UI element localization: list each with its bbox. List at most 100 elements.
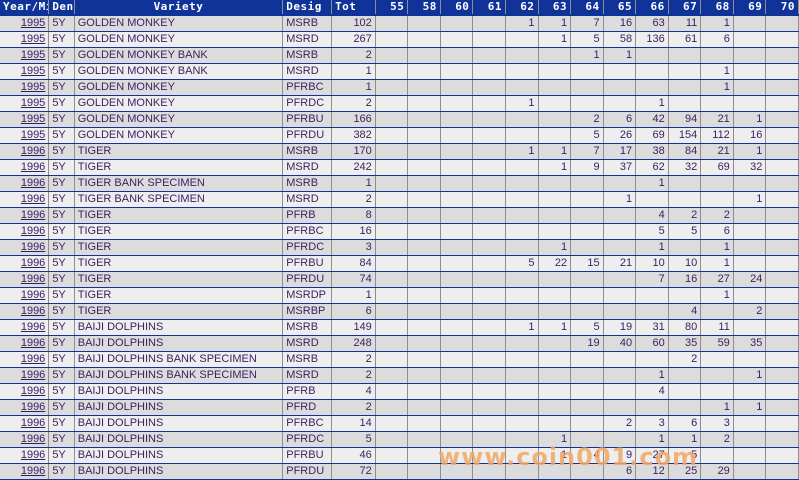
cell-year-mint[interactable]: 1996 [0, 223, 50, 240]
cell-year-mint[interactable]: 1996 [0, 431, 50, 448]
year-link[interactable]: 1995 [20, 17, 46, 29]
year-link[interactable]: 1996 [20, 401, 46, 413]
cell-variety: GOLDEN MONKEY BANK [74, 63, 284, 80]
year-link[interactable]: 1995 [20, 65, 46, 77]
cell-year-mint[interactable]: 1996 [0, 383, 50, 400]
cell-grade-63: 1 [538, 447, 572, 464]
cell-year-mint[interactable]: 1996 [0, 367, 50, 384]
cell-year-mint[interactable]: 1996 [0, 287, 50, 304]
cell-year-mint[interactable]: 1995 [0, 63, 50, 80]
column-header-grade-69[interactable]: 69 [733, 0, 767, 16]
cell-grade-60 [440, 191, 474, 208]
year-link[interactable]: 1995 [20, 49, 46, 61]
cell-year-mint[interactable]: 1995 [0, 14, 50, 32]
year-link[interactable]: 1996 [20, 337, 46, 349]
cell-year-mint[interactable]: 1996 [0, 303, 50, 320]
cell-grade-68: 1 [700, 14, 734, 32]
cell-year-mint[interactable]: 1995 [0, 31, 50, 48]
column-header-grade-65[interactable]: 65 [603, 0, 637, 16]
column-header-grade-62[interactable]: 62 [505, 0, 539, 16]
year-link[interactable]: 1995 [20, 129, 46, 141]
column-header-grade-55[interactable]: 55 [375, 0, 409, 16]
year-link[interactable]: 1995 [20, 113, 46, 125]
cell-grade-70 [765, 351, 799, 368]
cell-grade-69 [733, 463, 767, 480]
cell-grade-55 [375, 447, 409, 464]
year-link[interactable]: 1996 [20, 193, 46, 205]
year-link[interactable]: 1996 [20, 321, 46, 333]
year-link[interactable]: 1996 [20, 433, 46, 445]
cell-grade-70 [765, 303, 799, 320]
cell-year-mint[interactable]: 1995 [0, 111, 50, 128]
year-link[interactable]: 1996 [20, 257, 46, 269]
column-header-grade-64[interactable]: 64 [570, 0, 604, 16]
year-link[interactable]: 1996 [20, 289, 46, 301]
cell-year-mint[interactable]: 1995 [0, 79, 50, 96]
cell-grade-68: 1 [700, 63, 734, 80]
year-link[interactable]: 1996 [20, 177, 46, 189]
year-link[interactable]: 1996 [20, 161, 46, 173]
column-header-tot[interactable]: Tot [331, 0, 376, 16]
cell-grade-65: 40 [603, 335, 637, 352]
cell-year-mint[interactable]: 1996 [0, 319, 50, 336]
column-header-grade-66[interactable]: 66 [635, 0, 669, 16]
cell-year-mint[interactable]: 1996 [0, 143, 50, 160]
year-link[interactable]: 1996 [20, 145, 46, 157]
year-link[interactable]: 1996 [20, 305, 46, 317]
year-link[interactable]: 1996 [20, 209, 46, 221]
year-link[interactable]: 1995 [20, 81, 46, 93]
cell-grade-67: 61 [668, 31, 702, 48]
column-header-grade-58[interactable]: 58 [407, 0, 441, 16]
column-header-grade-70[interactable]: 70 [765, 0, 799, 16]
cell-year-mint[interactable]: 1996 [0, 399, 50, 416]
cell-grade-62 [505, 47, 539, 64]
cell-grade-62 [505, 463, 539, 480]
cell-year-mint[interactable]: 1996 [0, 335, 50, 352]
year-link[interactable]: 1996 [20, 225, 46, 237]
cell-year-mint[interactable]: 1996 [0, 463, 50, 480]
cell-year-mint[interactable]: 1996 [0, 447, 50, 464]
cell-year-mint[interactable]: 1996 [0, 175, 50, 192]
cell-grade-68: 2 [700, 207, 734, 224]
cell-year-mint[interactable]: 1996 [0, 271, 50, 288]
column-header-desig[interactable]: Desig [282, 0, 333, 16]
cell-year-mint[interactable]: 1995 [0, 95, 50, 112]
year-link[interactable]: 1996 [20, 273, 46, 285]
year-link[interactable]: 1996 [20, 369, 46, 381]
cell-grade-68: 3 [700, 415, 734, 432]
cell-year-mint[interactable]: 1995 [0, 47, 50, 64]
cell-year-mint[interactable]: 1996 [0, 191, 50, 208]
column-header-den[interactable]: Den [48, 0, 75, 16]
column-header-year-mint[interactable]: Year/Mint [0, 0, 50, 16]
column-header-grade-61[interactable]: 61 [472, 0, 506, 16]
cell-grade-58 [407, 95, 441, 112]
cell-year-mint[interactable]: 1996 [0, 207, 50, 224]
cell-year-mint[interactable]: 1996 [0, 255, 50, 272]
year-link[interactable]: 1996 [20, 449, 46, 461]
cell-grade-62 [505, 271, 539, 288]
cell-grade-67: 1 [668, 431, 702, 448]
cell-year-mint[interactable]: 1996 [0, 159, 50, 176]
cell-grade-61 [472, 111, 506, 128]
cell-desig: PFRDU [282, 271, 333, 288]
cell-year-mint[interactable]: 1996 [0, 415, 50, 432]
table-row: 1996 5Y TIGER PFRDU 74 7 16 27 24 [0, 271, 799, 288]
year-link[interactable]: 1996 [20, 465, 46, 477]
year-link[interactable]: 1996 [20, 385, 46, 397]
year-link[interactable]: 1995 [20, 33, 46, 45]
cell-grade-66 [635, 191, 669, 208]
column-header-grade-60[interactable]: 60 [440, 0, 474, 16]
cell-grade-58 [407, 351, 441, 368]
column-header-grade-63[interactable]: 63 [538, 0, 572, 16]
cell-year-mint[interactable]: 1996 [0, 351, 50, 368]
column-header-grade-68[interactable]: 68 [700, 0, 734, 16]
year-link[interactable]: 1996 [20, 417, 46, 429]
year-link[interactable]: 1995 [20, 97, 46, 109]
cell-tot: 3 [331, 239, 376, 256]
year-link[interactable]: 1996 [20, 241, 46, 253]
column-header-grade-67[interactable]: 67 [668, 0, 702, 16]
column-header-variety[interactable]: Variety [74, 0, 284, 16]
cell-year-mint[interactable]: 1996 [0, 239, 50, 256]
year-link[interactable]: 1996 [20, 353, 46, 365]
cell-year-mint[interactable]: 1995 [0, 127, 50, 144]
